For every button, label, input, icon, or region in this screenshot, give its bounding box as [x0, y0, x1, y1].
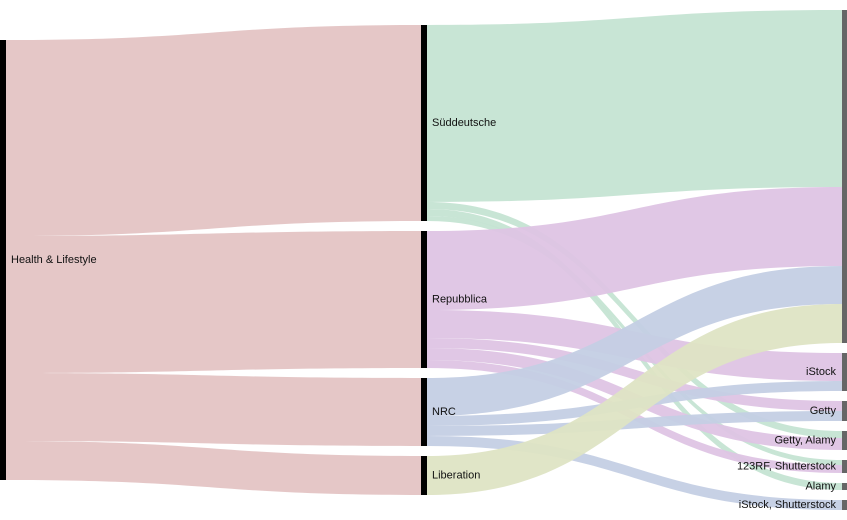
sankey-link-health-lifestyle-to-nrc: [6, 373, 421, 446]
sankey-label-123rf-shutterstock: 123RF, Shutterstock: [737, 460, 837, 472]
sankey-link-health-lifestyle-to-repubblica: [6, 231, 421, 373]
sankey-labels: Health & Lifestyle Süddeutsche Repubblica N…: [11, 117, 836, 511]
sankey-link-repubblica-to-getty: [427, 338, 842, 411]
sankey-node-alamy: [842, 483, 847, 490]
sankey-link-s-ddeutsche-to-getty-alamy: [427, 202, 842, 438]
sankey-label-liberation: Liberation: [432, 469, 480, 481]
sankey-label-health-lifestyle: Health & Lifestyle: [11, 254, 97, 266]
sankey-link-nrc-to-getty: [427, 411, 842, 436]
sankey-node-repubblica: [421, 231, 427, 368]
sankey-links: [6, 10, 842, 510]
sankey-node-123rf-shutterstock: [842, 460, 847, 473]
sankey-link-health-lifestyle-to-liberation: [6, 441, 421, 495]
sankey-link-health-lifestyle-to-s-ddeutsche: [6, 25, 421, 236]
sankey-link-s-ddeutsche-to-unlabeled: [427, 10, 842, 202]
sankey-node-istock: [842, 353, 847, 391]
sankey-link-repubblica-to-unlabeled: [427, 187, 842, 310]
sankey-link-nrc-to-unlabeled: [427, 266, 842, 416]
sankey-node-unlabeled: [842, 10, 847, 343]
sankey-link-liberation-to-unlabeled: [427, 304, 842, 495]
sankey-link-nrc-to-istock-shutterstock: [427, 436, 842, 510]
sankey-node-getty: [842, 401, 847, 421]
sankey-label-alamy: Alamy: [805, 480, 836, 492]
sankey-label-s-ddeutsche: Süddeutsche: [432, 117, 496, 129]
sankey-label-istock-shutterstock: iStock, Shutterstock: [739, 499, 837, 511]
sankey-label-istock: iStock: [806, 366, 836, 378]
sankey-node-getty-alamy: [842, 431, 847, 450]
sankey-label-nrc: NRC: [432, 406, 456, 418]
sankey-node-istock-shutterstock: [842, 500, 847, 510]
sankey-label-getty: Getty: [810, 405, 837, 417]
sankey-nodes: [0, 10, 847, 510]
sankey-node-s-ddeutsche: [421, 25, 427, 221]
sankey-label-getty-alamy: Getty, Alamy: [774, 434, 836, 446]
sankey-node-health-lifestyle: [0, 40, 6, 480]
sankey-label-repubblica: Repubblica: [432, 293, 488, 305]
sankey-node-liberation: [421, 456, 427, 495]
sankey-node-nrc: [421, 378, 427, 446]
